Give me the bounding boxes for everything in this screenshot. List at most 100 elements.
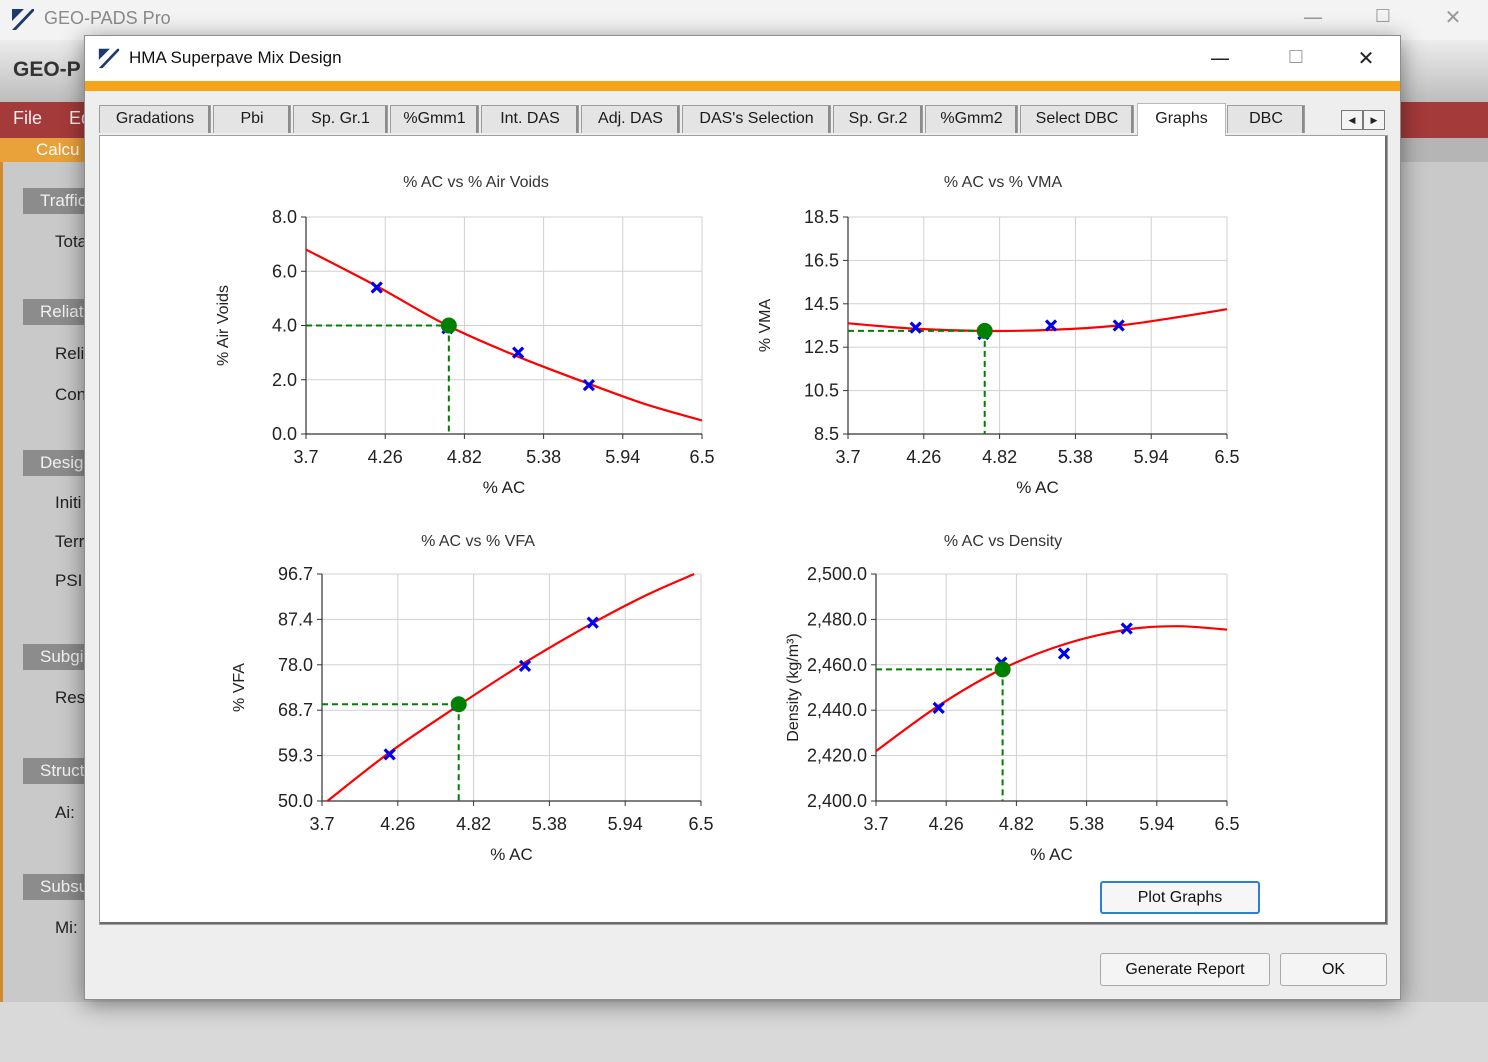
tab-gmm2[interactable]: %Gmm2 <box>925 105 1018 133</box>
y-tick-label: 59.3 <box>278 746 313 766</box>
x-tick-label: 5.38 <box>532 814 567 834</box>
tab-scroll-left-icon[interactable]: ◀ <box>1341 110 1363 130</box>
ok-button[interactable]: OK <box>1280 953 1387 986</box>
structure-section-header: Struct <box>23 758 93 784</box>
chart-1: % AC vs % VMA 3.7 4.26 4.82 5.38 5.94 6.5 8.5 10… <box>757 174 1240 497</box>
y-tick-label: 10.5 <box>804 381 839 401</box>
chart-title: % AC vs % VFA <box>421 533 535 550</box>
data-point <box>383 748 396 761</box>
chart-title: % AC vs Density <box>944 533 1062 550</box>
fit-curve <box>875 625 1228 752</box>
x-tick-label: 5.38 <box>1069 814 1104 834</box>
fit-curve <box>305 248 703 422</box>
tab-adj-das[interactable]: Adj. DAS <box>581 105 680 133</box>
subsurface-section-header: Subsu <box>23 874 93 900</box>
tab-select-dbc[interactable]: Select DBC <box>1020 105 1134 133</box>
dialog-minimize-button[interactable]: — <box>1210 46 1230 70</box>
y-tick-label: 18.5 <box>804 207 839 227</box>
x-tick-label: 6.5 <box>1214 814 1239 834</box>
main-maximize-button[interactable]: ☐ <box>1374 6 1392 27</box>
generate-report-button[interactable]: Generate Report <box>1100 953 1270 986</box>
y-tick-label: 96.7 <box>278 564 313 584</box>
x-axis-label: % AC <box>1030 845 1073 864</box>
reliability-section-header: Reliat <box>23 299 93 325</box>
tab-strip: Gradations Pbi Sp. Gr.1 %Gmm1 Int. DAS A… <box>99 103 1389 136</box>
tab-pbi[interactable]: Pbi <box>213 105 291 133</box>
y-tick-label: 68.7 <box>278 700 313 720</box>
x-axis-label: % AC <box>483 478 526 497</box>
ai-label: Ai: <box>55 803 75 822</box>
x-tick-label: 4.26 <box>380 814 415 834</box>
main-window-title: GEO-PADS Pro <box>44 8 171 28</box>
x-tick-label: 5.94 <box>1139 814 1174 834</box>
x-tick-label: 5.38 <box>526 447 561 467</box>
tab-gmm1[interactable]: %Gmm1 <box>390 105 479 133</box>
data-point <box>1057 647 1071 660</box>
main-status-area <box>0 1002 1488 1062</box>
app-logo-icon <box>12 9 34 30</box>
y-tick-label: 8.0 <box>272 207 297 227</box>
main-app-title: GEO-P <box>13 58 81 81</box>
traffic-total-label: Tota <box>55 232 88 251</box>
x-tick-label: 4.82 <box>456 814 491 834</box>
y-tick-label: 8.5 <box>814 424 839 444</box>
design-point <box>450 696 467 713</box>
chart-title: % AC vs % VMA <box>944 174 1063 191</box>
tab-sp-gr-1[interactable]: Sp. Gr.1 <box>293 105 388 133</box>
x-tick-label: 6.5 <box>1214 447 1239 467</box>
data-point <box>512 346 525 359</box>
x-tick-label: 4.26 <box>906 447 941 467</box>
design-point <box>440 317 457 334</box>
y-tick-label: 12.5 <box>804 337 839 357</box>
tab-dbc[interactable]: DBC <box>1227 105 1305 133</box>
terminal-label: Terr <box>55 532 85 551</box>
app-logo-icon <box>98 48 120 69</box>
y-axis-label: Density (kg/m³) <box>785 633 802 741</box>
main-minimize-button[interactable]: — <box>1303 5 1323 29</box>
data-point <box>370 281 383 294</box>
tab-scroll-right-icon[interactable]: ▶ <box>1363 110 1385 130</box>
chart-title: % AC vs % Air Voids <box>403 174 549 191</box>
y-tick-label: 2,480.0 <box>807 609 867 629</box>
x-tick-label: 5.94 <box>605 447 640 467</box>
dialog-titlebar: HMA Superpave Mix Design — ☐ ✕ <box>85 36 1400 81</box>
mi-label: Mi: <box>55 918 78 937</box>
y-tick-label: 6.0 <box>272 261 297 281</box>
x-tick-label: 3.7 <box>309 814 334 834</box>
subgrade-section-header: Subgi <box>23 644 93 670</box>
reliability-label: Reli <box>55 344 85 363</box>
tab-int-das[interactable]: Int. DAS <box>481 105 579 133</box>
tab-das-selection[interactable]: DAS's Selection <box>682 105 831 133</box>
dialog-maximize-button[interactable]: ☐ <box>1287 47 1305 68</box>
dialog-close-button[interactable]: ✕ <box>1357 46 1375 70</box>
x-tick-label: 4.82 <box>447 447 482 467</box>
y-axis-label: % VMA <box>757 299 774 353</box>
plot-graphs-button[interactable]: Plot Graphs <box>1100 881 1260 914</box>
chart-2: % AC vs % VFA 3.7 4.26 4.82 5.38 5.94 6.5 50.0 5… <box>231 533 714 864</box>
tab-sp-gr-2[interactable]: Sp. Gr.2 <box>833 105 923 133</box>
tab-gradations[interactable]: Gradations <box>99 105 211 133</box>
chart-3: % AC vs Density 3.7 4.26 4.82 5.38 5.94 6.5 2,4… <box>785 533 1240 864</box>
main-close-button[interactable]: ✕ <box>1444 5 1462 29</box>
data-point <box>586 616 599 629</box>
y-tick-label: 2,420.0 <box>807 746 867 766</box>
y-tick-label: 2,440.0 <box>807 700 867 720</box>
menu-file[interactable]: File <box>13 108 43 128</box>
y-tick-label: 14.5 <box>804 294 839 314</box>
dialog-title: HMA Superpave Mix Design <box>129 48 342 67</box>
x-axis-label: % AC <box>1016 478 1059 497</box>
data-point <box>932 701 945 715</box>
x-tick-label: 6.5 <box>689 447 714 467</box>
x-tick-label: 4.26 <box>929 814 964 834</box>
graphs-tab-page: % AC vs % Air Voids 3.7 4.26 4.82 5.38 5.94 6.… <box>99 135 1388 925</box>
resilient-label: Res <box>55 688 86 707</box>
data-point <box>518 659 532 673</box>
tab-graphs[interactable]: Graphs <box>1137 103 1226 136</box>
x-tick-label: 5.94 <box>608 814 643 834</box>
calculate-tab[interactable]: Calcu <box>0 138 90 162</box>
y-tick-label: 2,400.0 <box>807 791 867 811</box>
charts-canvas: % AC vs % Air Voids 3.7 4.26 4.82 5.38 5.94 6.… <box>215 174 1240 864</box>
x-tick-label: 4.82 <box>999 814 1034 834</box>
y-tick-label: 2,500.0 <box>807 564 867 584</box>
data-point <box>1112 319 1125 332</box>
